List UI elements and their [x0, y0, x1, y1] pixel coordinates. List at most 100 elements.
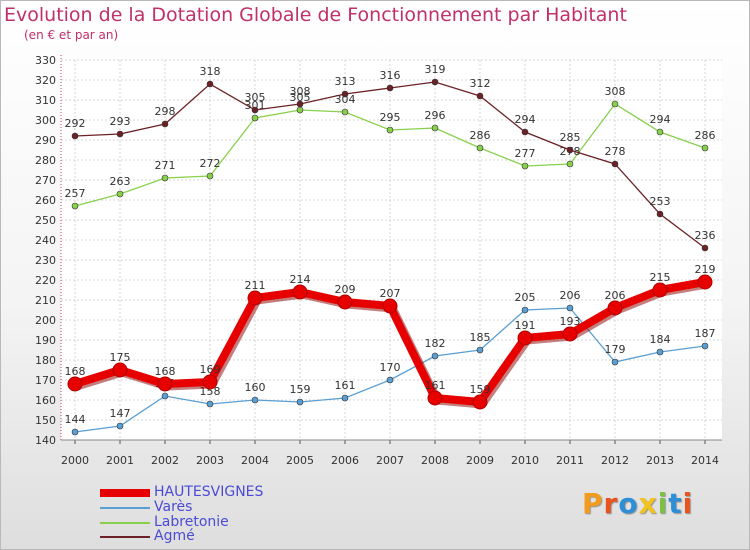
data-point-hautesvignes — [247, 290, 263, 306]
data-point-hautesvignes — [337, 294, 353, 310]
data-label-hautesvignes: 215 — [650, 271, 671, 284]
y-tick-label: 240 — [35, 234, 56, 247]
chart-title: Evolution de la Dotation Globale de Fonc… — [4, 4, 627, 26]
data-point-agme — [701, 244, 709, 252]
data-label-vares: 179 — [605, 343, 626, 356]
data-label-agme: 285 — [560, 131, 581, 144]
data-point-agme — [251, 106, 259, 114]
data-label-labretonie: 305 — [290, 91, 311, 104]
data-label-hautesvignes: 168 — [65, 365, 86, 378]
data-point-labretonie — [161, 174, 169, 182]
data-point-agme — [431, 78, 439, 86]
data-point-vares — [611, 358, 619, 366]
legend-item-agme: Agmé — [100, 528, 360, 544]
data-label-agme: 292 — [65, 117, 86, 130]
x-tick-label: 2005 — [286, 454, 314, 467]
x-tick-label: 2012 — [601, 454, 629, 467]
x-tick-label: 2001 — [106, 454, 134, 467]
data-point-vares — [386, 376, 394, 384]
x-tick-label: 2008 — [421, 454, 449, 467]
x-tick-label: 2000 — [61, 454, 89, 467]
y-tick-label: 250 — [35, 214, 56, 227]
y-tick-label: 160 — [35, 394, 56, 407]
data-point-hautesvignes — [607, 300, 623, 316]
x-tick-label: 2003 — [196, 454, 224, 467]
data-label-labretonie: 257 — [65, 187, 86, 200]
x-tick-label: 2006 — [331, 454, 359, 467]
data-point-vares — [116, 422, 124, 430]
data-label-vares: 144 — [65, 413, 86, 426]
data-point-hautesvignes — [517, 330, 533, 346]
data-point-hautesvignes — [112, 362, 128, 378]
data-point-labretonie — [521, 162, 529, 170]
data-point-vares — [566, 304, 574, 312]
data-point-hautesvignes — [472, 394, 488, 410]
data-label-vares: 206 — [560, 289, 581, 302]
data-label-agme: 298 — [155, 105, 176, 118]
data-label-agme: 305 — [245, 91, 266, 104]
data-point-agme — [71, 132, 79, 140]
y-tick-label: 330 — [35, 54, 56, 67]
x-tick-label: 2014 — [691, 454, 719, 467]
y-tick-label: 280 — [35, 154, 56, 167]
data-label-vares: 182 — [425, 337, 446, 350]
data-label-hautesvignes: 159 — [470, 383, 491, 396]
data-label-agme: 316 — [380, 69, 401, 82]
data-label-labretonie: 272 — [200, 157, 221, 170]
y-tick-label: 320 — [35, 74, 56, 87]
data-label-vares: 159 — [290, 383, 311, 396]
plot-area — [61, 60, 722, 440]
x-tick-label: 2011 — [556, 454, 584, 467]
data-point-vares — [206, 400, 214, 408]
data-point-labretonie — [251, 114, 259, 122]
data-label-agme: 293 — [110, 115, 131, 128]
data-point-vares — [431, 352, 439, 360]
data-point-agme — [656, 210, 664, 218]
x-tick-label: 2002 — [151, 454, 179, 467]
data-point-labretonie — [71, 202, 79, 210]
x-tick-label: 2009 — [466, 454, 494, 467]
data-point-hautesvignes — [292, 284, 308, 300]
legend-item-vares: Varès — [100, 499, 360, 515]
data-point-hautesvignes — [67, 376, 83, 392]
data-label-labretonie: 304 — [335, 93, 356, 106]
data-label-hautesvignes: 191 — [515, 319, 536, 332]
data-point-vares — [341, 394, 349, 402]
data-point-agme — [386, 84, 394, 92]
data-point-agme — [476, 92, 484, 100]
data-point-hautesvignes — [427, 390, 443, 406]
data-point-agme — [206, 80, 214, 88]
data-label-hautesvignes: 214 — [290, 273, 311, 286]
data-label-labretonie: 286 — [695, 129, 716, 142]
data-point-agme — [521, 128, 529, 136]
data-point-labretonie — [296, 106, 304, 114]
y-tick-label: 270 — [35, 174, 56, 187]
y-tick-label: 260 — [35, 194, 56, 207]
data-label-vares: 147 — [110, 407, 131, 420]
legend-item-hautesvignes: HAUTESVIGNES — [100, 484, 360, 500]
legend-swatch-vares — [100, 507, 150, 509]
data-point-vares — [656, 348, 664, 356]
legend-label-labretonie: Labretonie — [154, 514, 229, 530]
data-point-vares — [521, 306, 529, 314]
y-tick-label: 190 — [35, 334, 56, 347]
data-label-labretonie: 263 — [110, 175, 131, 188]
data-label-vares: 160 — [245, 381, 266, 394]
data-point-hautesvignes — [157, 376, 173, 392]
proxiti-logo: Proxiti — [582, 487, 694, 520]
data-label-hautesvignes: 161 — [425, 379, 446, 392]
data-label-labretonie: 296 — [425, 109, 446, 122]
data-point-hautesvignes — [697, 274, 713, 290]
x-tick-label: 2013 — [646, 454, 674, 467]
data-point-labretonie — [206, 172, 214, 180]
data-point-agme — [341, 90, 349, 98]
y-tick-label: 170 — [35, 374, 56, 387]
data-point-agme — [161, 120, 169, 128]
data-label-agme: 253 — [650, 195, 671, 208]
legend-label-vares: Varès — [154, 499, 193, 515]
legend-label-agme: Agmé — [154, 528, 195, 544]
data-label-agme: 294 — [515, 113, 536, 126]
data-label-labretonie: 286 — [470, 129, 491, 142]
data-point-labretonie — [476, 144, 484, 152]
